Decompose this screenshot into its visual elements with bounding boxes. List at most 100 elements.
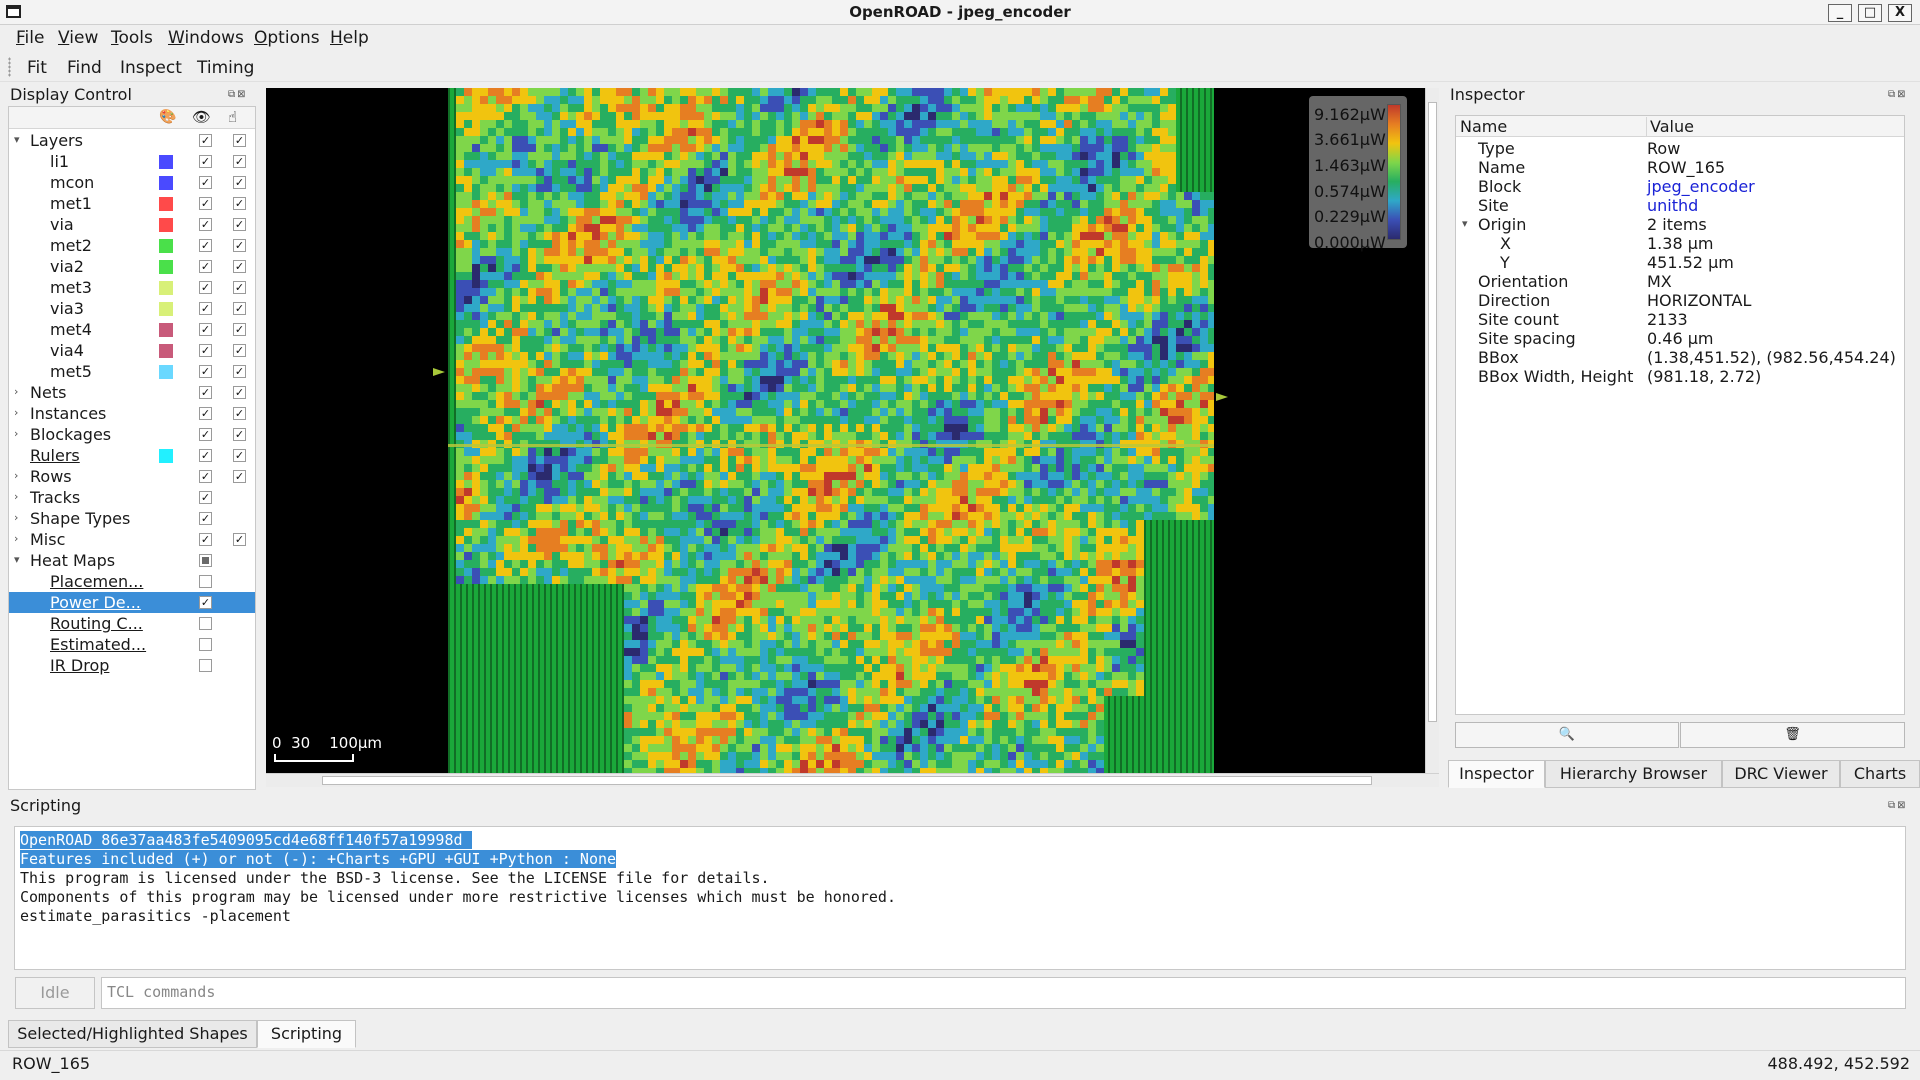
property-row[interactable]: BBox Width, Height (981.18, 2.72)	[1456, 367, 1904, 386]
property-row[interactable]: Site count 2133	[1456, 310, 1904, 329]
selectable-checkbox[interactable]: ✓	[233, 155, 246, 168]
expand-arrow-icon[interactable]: ▾	[14, 133, 20, 146]
selectable-checkbox[interactable]: ✓	[233, 449, 246, 462]
menu-view[interactable]: View	[58, 28, 99, 48]
menu-help[interactable]: Help	[330, 28, 369, 48]
tab-selected-highlighted-shapes[interactable]: Selected/Highlighted Shapes	[8, 1020, 257, 1048]
close-button[interactable]: X	[1888, 4, 1912, 22]
selectable-checkbox[interactable]: ✓	[233, 134, 246, 147]
visible-checkbox[interactable]	[199, 638, 212, 651]
menu-tools[interactable]: Tools	[111, 28, 153, 48]
visible-checkbox[interactable]: ✓	[199, 302, 212, 315]
tcl-command-input[interactable]: TCL commands	[101, 977, 1906, 1009]
display-row-met2[interactable]: met2 ✓ ✓	[9, 235, 255, 256]
visible-checkbox[interactable]: ✓	[199, 386, 212, 399]
display-row-ir-drop[interactable]: IR Drop	[9, 655, 255, 676]
display-row-routing-c[interactable]: Routing C...	[9, 613, 255, 634]
display-row-rows[interactable]: › Rows ✓ ✓	[9, 466, 255, 487]
visible-checkbox[interactable]	[199, 554, 212, 567]
col-value-header[interactable]: Value	[1646, 117, 1694, 136]
layer-color-swatch[interactable]	[159, 218, 173, 232]
display-row-met3[interactable]: met3 ✓ ✓	[9, 277, 255, 298]
property-row[interactable]: X 1.38 μm	[1456, 234, 1904, 253]
tab-hierarchy-browser[interactable]: Hierarchy Browser	[1545, 760, 1722, 788]
property-row[interactable]: Direction HORIZONTAL	[1456, 291, 1904, 310]
selectable-checkbox[interactable]: ✓	[233, 407, 246, 420]
property-value[interactable]: unithd	[1647, 196, 1699, 215]
display-row-misc[interactable]: › Misc ✓ ✓	[9, 529, 255, 550]
tab-charts[interactable]: Charts	[1840, 760, 1920, 788]
visible-checkbox[interactable]: ✓	[199, 533, 212, 546]
expand-arrow-icon[interactable]: ›	[14, 511, 19, 524]
layer-color-swatch[interactable]	[159, 365, 173, 379]
canvas-vertical-scrollbar[interactable]	[1425, 88, 1439, 773]
selectable-checkbox[interactable]: ✓	[233, 239, 246, 252]
maximize-button[interactable]: □	[1858, 4, 1882, 22]
visible-checkbox[interactable]: ✓	[199, 155, 212, 168]
display-row-via[interactable]: via ✓ ✓	[9, 214, 255, 235]
visible-checkbox[interactable]: ✓	[199, 365, 212, 378]
selectable-checkbox[interactable]: ✓	[233, 533, 246, 546]
minimize-button[interactable]: _	[1828, 4, 1852, 22]
visible-checkbox[interactable]: ✓	[199, 344, 212, 357]
visible-checkbox[interactable]: ✓	[199, 491, 212, 504]
property-row[interactable]: Y 451.52 μm	[1456, 253, 1904, 272]
property-row[interactable]: BBox (1.38,451.52), (982.56,454.24)	[1456, 348, 1904, 367]
visible-checkbox[interactable]: ✓	[199, 596, 212, 609]
property-value[interactable]: jpeg_encoder	[1647, 177, 1755, 196]
menu-file[interactable]: File	[16, 28, 45, 48]
display-row-met5[interactable]: met5 ✓ ✓	[9, 361, 255, 382]
property-row[interactable]: Type Row	[1456, 139, 1904, 158]
property-row[interactable]: Site unithd	[1456, 196, 1904, 215]
app-icon[interactable]	[6, 5, 21, 18]
selectable-checkbox[interactable]: ✓	[233, 197, 246, 210]
layer-color-swatch[interactable]	[159, 260, 173, 274]
selectable-checkbox[interactable]: ✓	[233, 386, 246, 399]
expand-arrow-icon[interactable]: ▾	[14, 553, 20, 566]
selectable-checkbox[interactable]: ✓	[233, 344, 246, 357]
expand-arrow-icon[interactable]: ›	[14, 490, 19, 503]
scroll-thumb[interactable]	[322, 776, 1372, 785]
visible-checkbox[interactable]: ✓	[199, 260, 212, 273]
fit-button[interactable]: Fit	[27, 58, 47, 78]
visible-checkbox[interactable]: ✓	[199, 449, 212, 462]
timing-button[interactable]: Timing	[197, 58, 255, 78]
menu-windows[interactable]: Windows	[168, 28, 244, 48]
visible-checkbox[interactable]	[199, 617, 212, 630]
expand-arrow-icon[interactable]: ›	[14, 469, 19, 482]
visible-checkbox[interactable]: ✓	[199, 512, 212, 525]
menu-options[interactable]: Options	[254, 28, 320, 48]
expand-arrow-icon[interactable]: ›	[14, 532, 19, 545]
display-row-li1[interactable]: li1 ✓ ✓	[9, 151, 255, 172]
visible-checkbox[interactable]: ✓	[199, 323, 212, 336]
layer-color-swatch[interactable]	[159, 197, 173, 211]
selectable-checkbox[interactable]: ✓	[233, 470, 246, 483]
selectable-checkbox[interactable]: ✓	[233, 281, 246, 294]
display-row-via4[interactable]: via4 ✓ ✓	[9, 340, 255, 361]
display-row-placemen[interactable]: Placemen...	[9, 571, 255, 592]
expand-arrow-icon[interactable]: ▾	[1462, 217, 1468, 230]
selectable-checkbox[interactable]: ✓	[233, 218, 246, 231]
tab-inspector[interactable]: Inspector	[1448, 760, 1545, 788]
display-row-instances[interactable]: › Instances ✓ ✓	[9, 403, 255, 424]
visible-checkbox[interactable]	[199, 575, 212, 588]
display-row-shape-types[interactable]: › Shape Types ✓	[9, 508, 255, 529]
property-row[interactable]: Block jpeg_encoder	[1456, 177, 1904, 196]
visible-checkbox[interactable]: ✓	[199, 407, 212, 420]
display-row-heat-maps[interactable]: ▾ Heat Maps	[9, 550, 255, 571]
col-name-header[interactable]: Name	[1460, 117, 1508, 136]
display-row-tracks[interactable]: › Tracks ✓	[9, 487, 255, 508]
inspector-dock-buttons[interactable]: ⧉⊠	[1888, 89, 1908, 100]
property-row[interactable]: Name ROW_165	[1456, 158, 1904, 177]
scroll-thumb[interactable]	[1428, 102, 1437, 722]
scripting-dock-buttons[interactable]: ⧉⊠	[1888, 800, 1908, 811]
visible-checkbox[interactable]: ✓	[199, 239, 212, 252]
zoom-to-button[interactable]: 🔍	[1455, 722, 1679, 748]
expand-arrow-icon[interactable]: ›	[14, 406, 19, 419]
expand-arrow-icon[interactable]: ›	[14, 385, 19, 398]
property-row[interactable]: Site spacing 0.46 μm	[1456, 329, 1904, 348]
display-row-via2[interactable]: via2 ✓ ✓	[9, 256, 255, 277]
tab-drc-viewer[interactable]: DRC Viewer	[1722, 760, 1840, 788]
tab-scripting[interactable]: Scripting	[257, 1020, 356, 1048]
display-row-met1[interactable]: met1 ✓ ✓	[9, 193, 255, 214]
